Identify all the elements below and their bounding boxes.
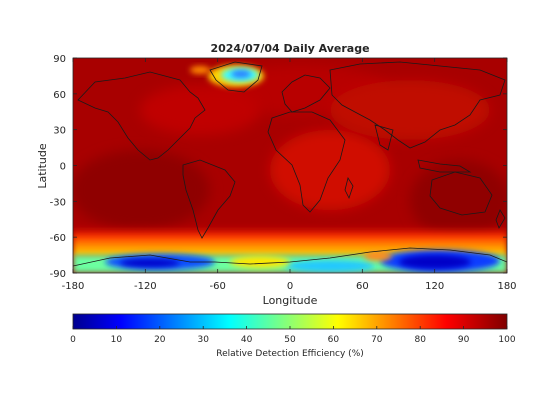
coast-madagascar (344, 176, 354, 200)
colorbar-tick-label: 80 (414, 335, 426, 345)
coast-new-zealand (495, 209, 506, 229)
colorbar-tick-label: 60 (328, 335, 340, 345)
coast-australia (429, 171, 493, 216)
colorbar-tick-label: 10 (111, 335, 123, 345)
antarctic-mid (285, 260, 375, 272)
coast-india (374, 124, 394, 151)
x-tick-label: -120 (134, 281, 157, 292)
coastlines (73, 61, 507, 267)
field-shade (410, 160, 507, 240)
coast-europe (281, 74, 331, 113)
colorbar-tick-label: 30 (197, 335, 209, 345)
coast-asia (329, 61, 506, 149)
colorbar-tick-label: 90 (458, 335, 470, 345)
coast-antarctica (73, 247, 507, 267)
y-tick-label: 30 (53, 126, 66, 137)
field-shade (73, 150, 210, 230)
coast-indonesia (417, 159, 472, 173)
x-axis-label: Longitude (263, 294, 318, 307)
field-highlight (270, 130, 390, 210)
antarctic-low-east (399, 255, 471, 269)
efficiency-field (73, 61, 507, 273)
antarctic-orange (364, 251, 392, 261)
coast-africa (267, 111, 346, 213)
chart-title: 2024/07/04 Daily Average (210, 42, 369, 55)
antarctic-low-west (120, 259, 180, 267)
coast-south-america (182, 159, 236, 239)
colorbar-tick-label: 20 (154, 335, 166, 345)
colorbar-tick-label: 70 (371, 335, 383, 345)
y-axis-label: Latitude (36, 143, 49, 189)
colorbar-tick-label: 50 (284, 335, 296, 345)
x-tick-label: 0 (287, 281, 293, 292)
colorbar-tick-label: 40 (241, 335, 253, 345)
x-tick-label: 120 (425, 281, 444, 292)
field-highlight (330, 80, 490, 140)
y-tick-label: -30 (50, 197, 66, 208)
y-tick-label: 60 (53, 90, 66, 101)
greenland-edge (190, 66, 210, 74)
colorbar-tick-label: 0 (70, 335, 76, 345)
antarctic-yellow (230, 256, 290, 268)
y-tick-label: -60 (50, 233, 66, 244)
colorbar-label: Relative Detection Efficiency (%) (216, 349, 364, 359)
y-tick-label: -90 (50, 269, 66, 280)
coast-north-america (77, 71, 206, 161)
field-highlight (140, 85, 260, 135)
x-tick-label: -60 (209, 281, 225, 292)
axes-layer: -180 -120 -60 0 60 120 180 -90 -60 -30 0 30 60 90 0 10 2… (50, 54, 517, 345)
x-tick-label: 60 (356, 281, 369, 292)
map-plot-area (72, 57, 508, 274)
y-tick-label: 90 (53, 54, 66, 65)
greenland-low (231, 70, 251, 78)
x-tick-label: -180 (62, 281, 85, 292)
y-tick-label: 0 (60, 162, 66, 173)
coast-greenland (209, 61, 263, 93)
colorbar-tick-label: 100 (498, 335, 515, 345)
x-tick-label: 180 (497, 281, 516, 292)
